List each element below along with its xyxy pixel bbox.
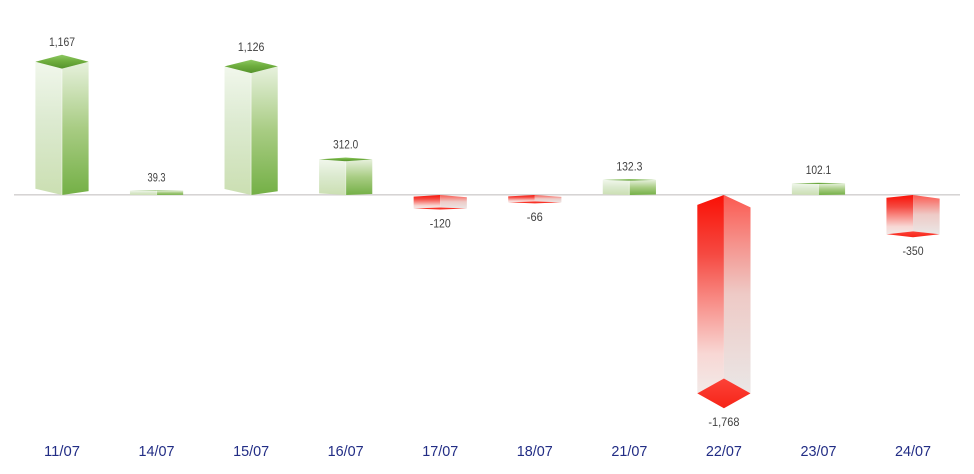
svg-text:102.1: 102.1 [806, 163, 832, 177]
svg-text:22/07: 22/07 [706, 443, 742, 460]
svg-text:39.3: 39.3 [148, 170, 166, 184]
svg-text:312.0: 312.0 [333, 138, 358, 152]
svg-text:24/07: 24/07 [895, 443, 931, 460]
svg-text:-1,768: -1,768 [708, 415, 739, 429]
svg-text:17/07: 17/07 [422, 443, 458, 460]
svg-text:-350: -350 [903, 244, 924, 258]
svg-text:1,126: 1,126 [238, 40, 265, 54]
svg-text:-120: -120 [430, 216, 451, 230]
svg-text:23/07: 23/07 [800, 443, 836, 460]
svg-text:21/07: 21/07 [611, 443, 647, 460]
svg-text:18/07: 18/07 [517, 443, 553, 460]
svg-text:14/07: 14/07 [139, 443, 175, 460]
svg-text:15/07: 15/07 [233, 443, 269, 460]
svg-text:-66: -66 [527, 210, 543, 224]
svg-text:11/07: 11/07 [44, 443, 80, 460]
svg-text:1,167: 1,167 [49, 35, 75, 49]
svg-text:16/07: 16/07 [328, 443, 364, 460]
svg-text:132.3: 132.3 [616, 159, 642, 173]
